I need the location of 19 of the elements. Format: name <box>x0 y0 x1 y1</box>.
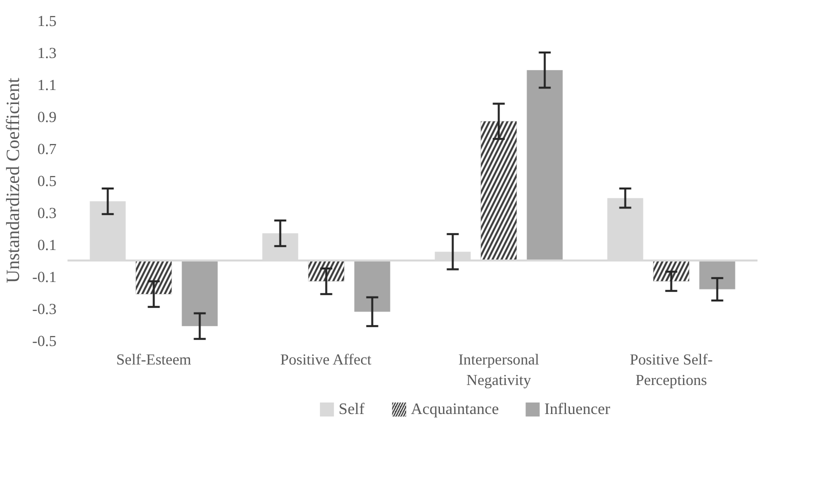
x-tick-label: Positive Affect <box>280 352 372 368</box>
legend-label: Influencer <box>544 401 611 418</box>
y-tick-label: 0.1 <box>37 237 57 254</box>
y-tick-label: 1.5 <box>37 13 57 30</box>
legend-label: Self <box>338 401 366 418</box>
y-tick-label: -0.3 <box>32 301 57 318</box>
x-tick-label: Positive Self- Perceptions <box>630 352 713 389</box>
legend-label: Acquaintance <box>410 401 499 418</box>
y-tick-label: 0.9 <box>37 109 57 126</box>
y-tick-label: 0.3 <box>37 205 57 222</box>
x-tick-label: Self-Esteem <box>116 352 192 368</box>
y-tick-label: -0.5 <box>32 333 57 350</box>
y-tick-label: 0.7 <box>37 141 57 158</box>
y-tick-label: 1.1 <box>37 77 57 94</box>
y-axis-title: Unstandardized Coefficient <box>3 77 24 284</box>
y-tick-label: 0.5 <box>37 173 57 190</box>
y-tick-label: -0.1 <box>32 269 56 286</box>
x-tick-label: Interpersonal Negativity <box>458 352 540 389</box>
y-tick-label: 1.3 <box>37 45 57 62</box>
